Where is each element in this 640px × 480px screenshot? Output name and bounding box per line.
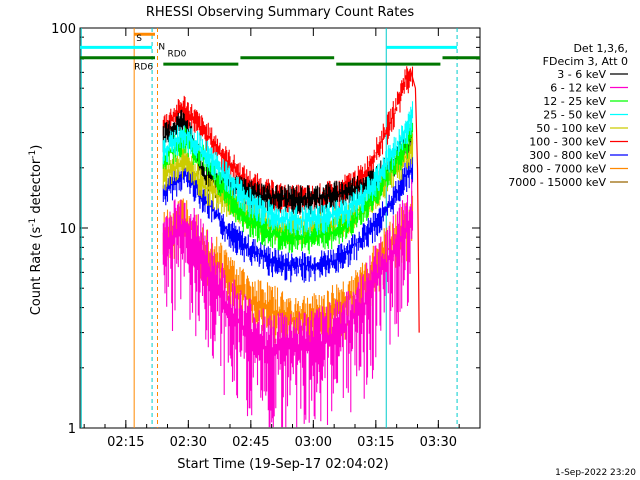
legend-item-label: 800 - 7000 keV: [522, 163, 606, 176]
legend-item-label: 6 - 12 keV: [550, 82, 606, 95]
y-axis-label: Count Rate (s-1 detector-1): [28, 145, 44, 316]
y-tick-label: 10: [59, 222, 76, 237]
state-bar-label: RD0: [168, 50, 187, 60]
legend-item-label: 50 - 100 keV: [536, 122, 606, 135]
x-tick-label: 03:00: [295, 435, 332, 450]
x-axis-label: Start Time (19-Sep-17 02:04:02): [177, 457, 388, 472]
chart-title: RHESSI Observing Summary Count Rates: [146, 5, 415, 20]
legend-header: FDecim 3, Att 0: [543, 55, 628, 68]
y-axis-label-sup1: -1: [28, 218, 38, 227]
state-bar-label: RD6: [134, 63, 153, 73]
series-line: [162, 101, 414, 237]
y-axis-label-end: ): [29, 145, 44, 150]
legend-item-label: 12 - 25 keV: [543, 95, 606, 108]
state-bar-label: S: [136, 34, 142, 44]
y-tick-label: 1: [68, 422, 76, 437]
x-tick-label: 03:15: [357, 435, 394, 450]
legend-item-label: 100 - 300 keV: [529, 136, 606, 149]
x-tick-label: 02:45: [232, 435, 269, 450]
y-axis-label-sup2: -1: [28, 150, 38, 159]
series-peak: [406, 67, 420, 333]
legend-item-label: 7000 - 15000 keV: [508, 176, 606, 189]
series-line: [162, 179, 414, 428]
x-tick-label: 02:30: [170, 435, 207, 450]
footer-date: 1-Sep-2022 23:20: [555, 468, 636, 478]
legend-header: Det 1,3,6,: [573, 42, 628, 55]
y-axis-label-main: Count Rate (s: [29, 227, 44, 316]
y-axis-label-mid: detector: [29, 158, 44, 218]
series-line: [162, 156, 414, 283]
x-tick-label: 03:30: [420, 435, 457, 450]
legend-item-label: 300 - 800 keV: [529, 149, 606, 162]
legend-item-label: 3 - 6 keV: [557, 68, 606, 81]
x-tick-label: 02:15: [107, 435, 144, 450]
legend-item-label: 25 - 50 keV: [543, 109, 606, 122]
y-tick-label: 100: [51, 22, 76, 37]
state-bar-label: N: [158, 43, 165, 53]
